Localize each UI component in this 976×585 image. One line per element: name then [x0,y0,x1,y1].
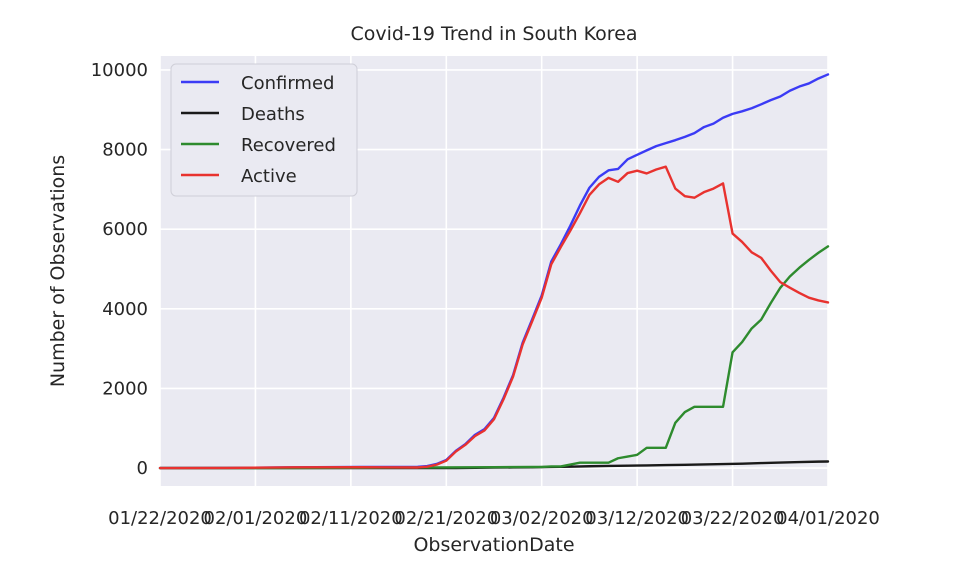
x-tick-label: 02/21/2020 [394,508,498,529]
y-tick-label: 8000 [102,140,148,161]
y-tick-label: 0 [137,458,148,479]
x-tick-label: 01/22/2020 [108,508,212,529]
legend: Confirmed Deaths Recovered Active [170,63,358,197]
x-tick-label: 03/02/2020 [490,508,594,529]
legend-label-active: Active [241,166,297,187]
x-tick-label: 04/01/2020 [776,508,880,529]
series-line-recovered [158,245,830,470]
tick-labels: 0 2000 4000 6000 8000 10000 01/22/202002/01/20… [91,60,880,529]
y-tick-label: 6000 [102,219,148,240]
y-tick-label: 2000 [102,378,148,399]
legend-label-confirmed: Confirmed [241,73,334,94]
legend-box [170,63,358,197]
x-tick-label: 03/12/2020 [585,508,689,529]
x-tick-label: 02/11/2020 [299,508,403,529]
y-tick-label: 4000 [102,299,148,320]
series-line-active [158,165,830,470]
x-tick-label: 03/22/2020 [681,508,785,529]
x-tick-label: 02/01/2020 [204,508,308,529]
chart-title: Covid-19 Trend in South Korea [350,23,637,45]
x-axis-label: ObservationDate [413,534,574,556]
y-tick-label: 10000 [91,60,148,81]
series-lines [158,73,830,470]
y-axis-label: Number of Observations [47,155,69,387]
legend-label-deaths: Deaths [241,104,305,125]
legend-label-recovered: Recovered [241,135,336,156]
